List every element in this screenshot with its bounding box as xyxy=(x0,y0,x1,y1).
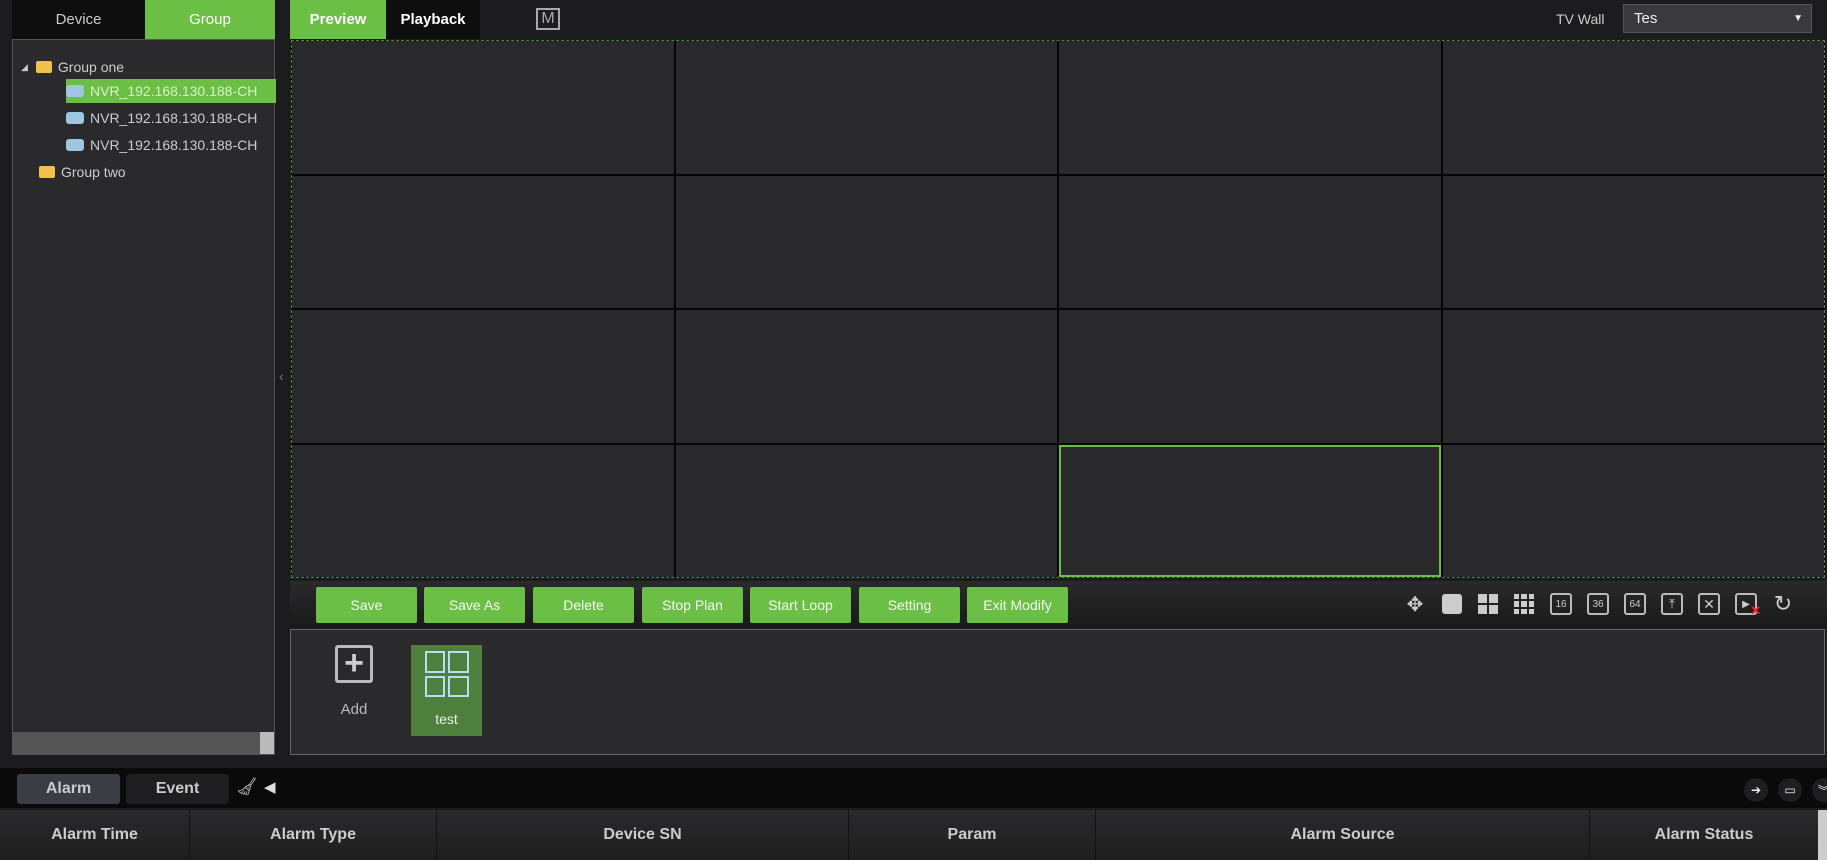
ptz-move-icon[interactable]: ✥ xyxy=(1406,593,1424,616)
plan-item-test[interactable]: test xyxy=(411,645,482,736)
vertical-scrollbar[interactable] xyxy=(1818,810,1827,860)
col-alarm-type[interactable]: Alarm Type xyxy=(190,810,437,860)
pin-icon[interactable]: ➔ xyxy=(1744,778,1768,802)
video-cell-2-2[interactable] xyxy=(675,175,1057,308)
col-alarm-source[interactable]: Alarm Source xyxy=(1096,810,1590,860)
scrollbar-thumb[interactable] xyxy=(260,732,274,754)
tree-channel-1[interactable]: NVR_192.168.130.188-CH xyxy=(66,79,276,103)
video-cell-2-1[interactable] xyxy=(292,175,674,308)
folder-icon xyxy=(39,166,55,178)
plus-icon: + xyxy=(335,645,373,683)
video-cell-1-3[interactable] xyxy=(1059,41,1441,174)
col-alarm-status[interactable]: Alarm Status xyxy=(1654,826,1754,843)
alarm-bar: Alarm Event 🧹︎ ◀︎ ➔ ▭ ︾ xyxy=(0,768,1827,808)
maximize-icon[interactable]: ▭ xyxy=(1778,778,1802,802)
group-label: Group two xyxy=(61,164,126,180)
camera-icon xyxy=(66,139,84,151)
m-icon[interactable]: M xyxy=(536,8,560,30)
tab-event[interactable]: Event xyxy=(126,774,229,804)
folder-icon xyxy=(35,61,52,73)
save-button[interactable]: Save xyxy=(316,587,417,623)
horizontal-scrollbar[interactable] xyxy=(13,732,274,754)
layout-16-icon[interactable]: 16 xyxy=(1550,593,1572,615)
layout-1-icon[interactable] xyxy=(1441,593,1463,615)
plan-layout-icon xyxy=(424,651,469,697)
video-cell-3-2[interactable] xyxy=(675,310,1057,443)
video-cell-4-1[interactable] xyxy=(292,444,674,577)
video-cell-1-4[interactable] xyxy=(1442,41,1824,174)
channel-label: NVR_192.168.130.188-CH xyxy=(90,110,258,126)
plan-list: + Add test xyxy=(290,629,1825,755)
exit-modify-button[interactable]: Exit Modify xyxy=(967,587,1068,623)
alarm-table-header: Alarm Time Alarm Type Device SN Param Al… xyxy=(0,810,1818,860)
video-cell-2-4[interactable] xyxy=(1442,175,1824,308)
video-cell-1-1[interactable] xyxy=(292,41,674,174)
plan-toolbar: Save Save As Delete Stop Plan Start Loop… xyxy=(290,581,1827,627)
save-as-button[interactable]: Save As xyxy=(424,587,525,623)
stop-preview-icon[interactable]: ▶ ✕ xyxy=(1735,593,1761,618)
tree-group-two[interactable]: Group two xyxy=(39,160,126,184)
close-all-icon[interactable]: ✕ xyxy=(1698,593,1720,615)
video-cell-2-3[interactable] xyxy=(1059,175,1441,308)
video-cell-4-2[interactable] xyxy=(675,444,1057,577)
tab-alarm[interactable]: Alarm xyxy=(17,774,120,804)
add-label: Add xyxy=(340,701,368,718)
add-plan-button[interactable]: + Add xyxy=(324,645,384,735)
tvwall-select[interactable]: Tes ▼ xyxy=(1623,4,1812,33)
chevron-down-icon: ▼ xyxy=(1793,13,1803,24)
col-device-sn[interactable]: Device SN xyxy=(437,810,849,860)
tvwall-value: Tes xyxy=(1634,10,1658,27)
channel-label: NVR_192.168.130.188-CH xyxy=(90,137,258,153)
tree-channel-3[interactable]: NVR_192.168.130.188-CH xyxy=(66,133,276,157)
camera-icon xyxy=(66,112,84,124)
channel-label: NVR_192.168.130.188-CH xyxy=(90,83,258,99)
col-alarm-time[interactable]: Alarm Time xyxy=(0,810,190,860)
plan-label: test xyxy=(435,711,458,727)
video-cell-4-3[interactable] xyxy=(1059,444,1441,577)
video-cell-4-4[interactable] xyxy=(1442,444,1824,577)
video-cell-3-1[interactable] xyxy=(292,310,674,443)
tab-preview[interactable]: Preview xyxy=(290,0,386,39)
tree-group-one[interactable]: ◢ Group one xyxy=(21,55,124,79)
video-cell-3-4[interactable] xyxy=(1442,310,1824,443)
group-tree: ◢ Group one NVR_192.168.130.188-CH NVR_1… xyxy=(12,39,276,755)
collapse-panel-icon[interactable]: ‹ xyxy=(279,368,284,384)
col-param[interactable]: Param xyxy=(849,810,1096,860)
tvwall-label: TV Wall xyxy=(1556,11,1605,27)
delete-button[interactable]: Delete xyxy=(533,587,634,623)
stop-plan-button[interactable]: Stop Plan xyxy=(642,587,743,623)
video-wall-grid xyxy=(291,40,1825,578)
layout-64-icon[interactable]: 64 xyxy=(1624,593,1646,615)
clear-broom-icon[interactable]: 🧹︎ xyxy=(236,777,258,796)
layout-4-icon[interactable] xyxy=(1477,593,1499,615)
start-loop-button[interactable]: Start Loop xyxy=(750,587,851,623)
tab-device[interactable]: Device xyxy=(12,0,145,39)
fullscreen-icon[interactable]: ⤒ xyxy=(1661,593,1683,615)
layout-36-icon[interactable]: 36 xyxy=(1587,593,1609,615)
tab-playback[interactable]: Playback xyxy=(386,0,480,39)
speaker-icon[interactable]: ◀︎ xyxy=(264,779,276,796)
setting-button[interactable]: Setting xyxy=(859,587,960,623)
group-label: Group one xyxy=(57,59,125,75)
camera-icon xyxy=(66,85,84,97)
video-cell-1-2[interactable] xyxy=(675,41,1057,174)
expand-arrow-icon[interactable]: ◢ xyxy=(21,61,28,72)
refresh-icon[interactable]: ↻ xyxy=(1773,591,1793,616)
collapse-down-icon[interactable]: ︾ xyxy=(1812,778,1827,802)
layout-9-icon[interactable] xyxy=(1513,593,1535,615)
tree-channel-2[interactable]: NVR_192.168.130.188-CH xyxy=(66,106,276,130)
tab-group[interactable]: Group xyxy=(145,0,275,39)
video-cell-3-3[interactable] xyxy=(1059,310,1441,443)
